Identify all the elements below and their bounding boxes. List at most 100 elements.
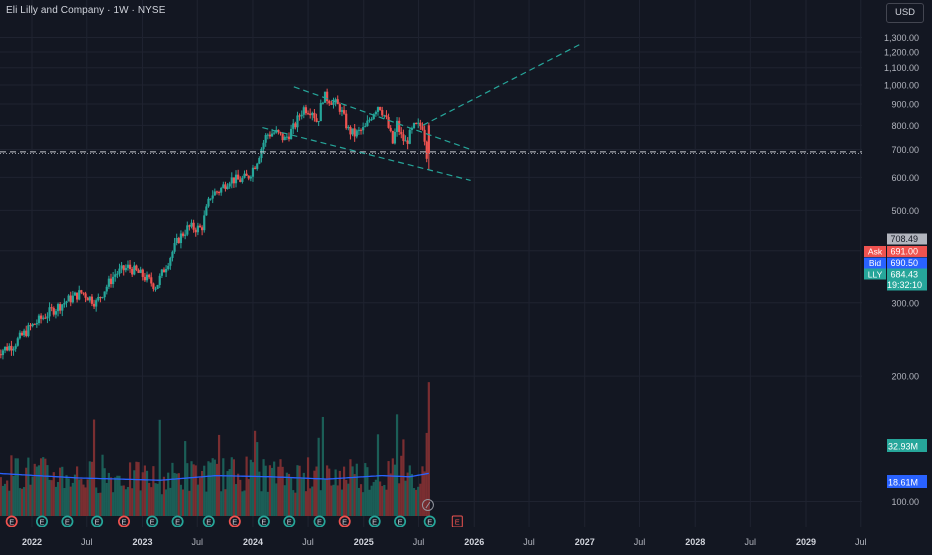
volume-bar xyxy=(71,482,74,516)
candle-body xyxy=(245,173,248,176)
candle-body xyxy=(425,141,428,159)
time-axis-tick-label: 2026 xyxy=(464,537,484,547)
volume-bar xyxy=(135,461,138,516)
candle-body xyxy=(150,277,153,284)
candle-body xyxy=(285,136,288,138)
price-axis-tick-label: 900.00 xyxy=(891,100,919,110)
candle-body xyxy=(370,119,373,121)
candle-body xyxy=(309,113,312,116)
volume-bar xyxy=(82,484,85,516)
volume-bar xyxy=(415,489,418,516)
time-axis-tick-label: 2029 xyxy=(796,537,816,547)
earnings-marker-label: E xyxy=(65,518,70,527)
volume-bar xyxy=(400,455,403,516)
candle-body xyxy=(139,269,142,273)
candle-body xyxy=(54,311,58,315)
volume-bar xyxy=(273,461,276,516)
bid-price-label-tag-bg xyxy=(864,257,886,269)
candle-body xyxy=(80,290,83,293)
volume-bar xyxy=(393,464,397,516)
volume-bar xyxy=(190,461,193,516)
candle-body xyxy=(412,123,416,128)
time-axis-tick-label: 2024 xyxy=(243,537,263,547)
candle-body xyxy=(357,129,361,131)
volume-bar xyxy=(313,470,316,516)
symbol-title: Eli Lilly and Company · 1W · NYSE xyxy=(6,5,166,16)
volume-bar xyxy=(42,457,45,516)
last-price-value: 684.43 xyxy=(890,270,918,280)
candle-body xyxy=(97,296,100,301)
candle-body xyxy=(99,296,102,298)
volume-bar xyxy=(211,458,214,516)
candle-body xyxy=(44,317,47,319)
earnings-marker-inner xyxy=(425,517,435,526)
volume-ma-label-value-bg xyxy=(887,475,927,488)
candle-body xyxy=(175,237,178,244)
bid-price-label-value-bg xyxy=(887,257,927,269)
volume-bar xyxy=(196,484,199,516)
candle-body xyxy=(160,269,163,276)
candle-body xyxy=(302,107,305,115)
volume-bar xyxy=(122,485,125,516)
earnings-marker-label: E xyxy=(206,518,211,527)
candle-body xyxy=(415,123,418,125)
volume-bar xyxy=(311,486,314,516)
candle-body xyxy=(128,264,132,269)
earnings-marker: E xyxy=(35,515,48,528)
candle-body xyxy=(135,265,138,271)
candle-body xyxy=(10,345,13,351)
volume-bar xyxy=(186,463,189,516)
candle-body xyxy=(101,297,104,299)
candle-body xyxy=(20,332,24,336)
candle-body xyxy=(306,113,310,115)
volume-bar xyxy=(391,458,394,516)
earnings-marker-inner xyxy=(340,517,349,526)
candle-body xyxy=(296,115,299,128)
candle-body xyxy=(347,126,350,129)
volume-bar xyxy=(39,458,43,516)
candle-body xyxy=(277,129,280,133)
candle-body xyxy=(330,103,333,105)
candle-body xyxy=(338,104,341,112)
candle-body xyxy=(294,123,297,128)
dividend-marker-circle xyxy=(421,499,434,511)
volume-bar xyxy=(80,478,83,516)
volume-bar xyxy=(131,488,134,516)
candle-body xyxy=(368,119,371,121)
candle-body xyxy=(0,354,2,356)
volume-bar xyxy=(294,492,297,516)
volume-bar xyxy=(268,465,272,516)
volume-bar xyxy=(10,455,13,516)
volume-bar xyxy=(201,471,204,516)
candle-body xyxy=(362,127,365,131)
time-axis-tick-label: 2027 xyxy=(575,537,595,547)
volume-bar xyxy=(230,457,233,516)
last-price-symbol-bg xyxy=(864,268,886,280)
volume-bar xyxy=(150,487,153,516)
volume-bar xyxy=(35,466,38,516)
candle-body xyxy=(131,268,134,275)
candle-body xyxy=(298,115,301,117)
earnings-marker: E xyxy=(338,515,351,528)
volume-bar xyxy=(141,472,144,516)
time-axis-tick-label: Jul xyxy=(192,537,204,547)
volume-bar xyxy=(20,488,24,516)
candle-body xyxy=(25,330,28,337)
candle-body xyxy=(42,317,45,319)
earnings-marker: E xyxy=(228,515,241,528)
candle-body xyxy=(258,157,261,164)
volume-bar xyxy=(275,483,278,516)
volume-bar xyxy=(398,483,401,516)
currency-button[interactable]: USD xyxy=(886,3,924,23)
volume-bar xyxy=(109,477,113,516)
volume-bar xyxy=(334,469,337,516)
volume-bar xyxy=(167,472,170,516)
candle-body xyxy=(207,198,210,207)
candle-body xyxy=(402,134,405,141)
volume-bar xyxy=(251,462,255,516)
volume-bar xyxy=(351,466,354,516)
volume-bar xyxy=(23,487,26,516)
